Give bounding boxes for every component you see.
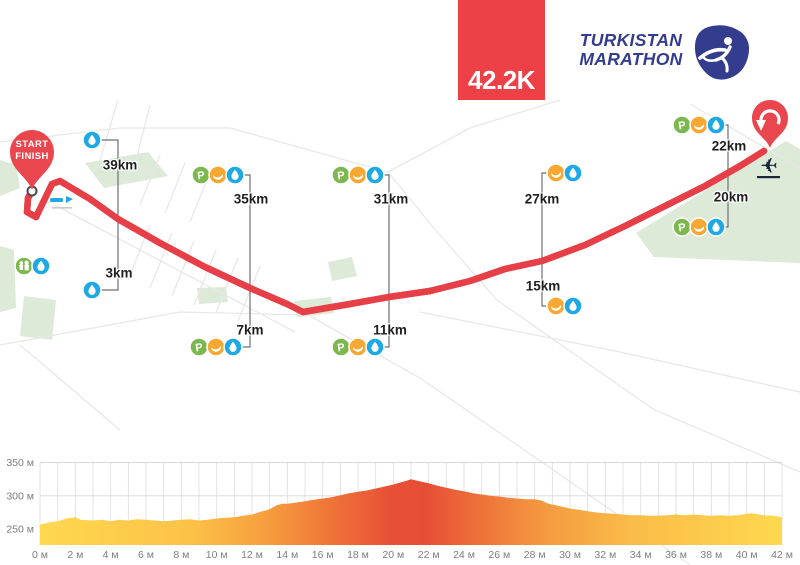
- x-axis-tick: 28 м: [524, 549, 546, 561]
- station-label-11km: 11km: [373, 322, 407, 338]
- parking-icon: [672, 115, 692, 135]
- water-icon: [706, 217, 726, 237]
- water-icon: [706, 115, 726, 135]
- y-axis-tick: 350 м: [6, 457, 34, 469]
- people-icon: [14, 256, 34, 276]
- station-label-3km: 3km: [105, 265, 133, 281]
- water-icon: [82, 130, 102, 150]
- start-finish-label: START FINISH: [15, 139, 49, 163]
- water-icon: [82, 280, 102, 300]
- banana-icon: [348, 165, 368, 185]
- x-axis-tick: 4 м: [103, 549, 119, 561]
- water-icon: [225, 165, 245, 185]
- banana-icon: [348, 337, 368, 357]
- finish-label: FINISH: [15, 151, 49, 162]
- x-axis-tick: 40 м: [736, 549, 758, 561]
- banana-icon: [208, 165, 228, 185]
- parking-icon: [331, 165, 351, 185]
- x-axis-tick: 42 м: [771, 549, 793, 561]
- x-axis-tick: 30 м: [559, 549, 581, 561]
- x-axis-tick: 8 м: [173, 549, 189, 561]
- parking-icon: [189, 337, 209, 357]
- banana-icon: [546, 163, 566, 183]
- y-axis-tick: 300 м: [6, 490, 34, 502]
- x-axis-tick: 12 м: [241, 549, 263, 561]
- x-axis-tick: 32 м: [594, 549, 616, 561]
- banana-icon: [546, 296, 566, 316]
- x-axis-tick: 10 м: [206, 549, 228, 561]
- start-label: START: [15, 139, 49, 151]
- x-axis-tick: 18 м: [347, 549, 369, 561]
- water-icon: [223, 337, 243, 357]
- station-label-31km: 31km: [373, 191, 409, 207]
- parking-icon: [672, 217, 692, 237]
- event-logo-mark: [694, 25, 750, 80]
- x-axis-tick: 36 м: [665, 549, 687, 561]
- x-axis-tick: 6 м: [138, 549, 154, 561]
- distance-badge-text: 42.2K: [468, 65, 535, 95]
- x-axis-tick: 16 м: [312, 549, 334, 561]
- water-icon: [365, 165, 385, 185]
- banana-icon: [206, 337, 226, 357]
- water-icon: [563, 163, 583, 183]
- water-icon: [365, 337, 385, 357]
- u-turn-arrow-icon: [756, 109, 781, 131]
- x-axis-tick: 0 м: [32, 549, 48, 561]
- station-label-22km: 22km: [711, 138, 747, 154]
- distance-badge: 42.2K: [458, 0, 545, 100]
- x-axis-tick: 14 м: [276, 549, 298, 561]
- x-axis-tick: 24 м: [453, 549, 475, 561]
- station-label-35km: 35km: [233, 191, 269, 207]
- logo-line2: MARATHON: [579, 48, 683, 69]
- turnaround-marker: [752, 100, 788, 148]
- elevation-profile-area: [40, 479, 783, 545]
- station-label-27km: 27km: [524, 191, 560, 207]
- x-axis-tick: 2 м: [67, 549, 83, 561]
- x-axis-tick: 38 м: [700, 549, 722, 561]
- y-axis-tick: 250 м: [6, 524, 34, 536]
- event-logo-text: TURKISTAN MARATHON: [556, 31, 706, 69]
- svg-text:✈: ✈: [760, 155, 778, 178]
- city-landmark: [50, 196, 73, 209]
- water-icon: [31, 256, 51, 276]
- start-finish-marker: [10, 130, 54, 190]
- x-axis-tick: 26 м: [488, 549, 510, 561]
- logo-line1: TURKISTAN: [579, 30, 683, 50]
- banana-icon: [689, 115, 709, 135]
- x-axis-tick: 20 м: [382, 549, 404, 561]
- station-label-39km: 39km: [102, 157, 138, 173]
- airplane-icon: ✈: [757, 155, 780, 179]
- station-label-15km: 15km: [525, 278, 561, 294]
- race-route: [23, 147, 768, 316]
- x-axis-tick: 22 м: [418, 549, 440, 561]
- elevation-chart: 0 м 2 м 4 м 6 м 8 м 10 м 12 м 14 м 16 м 18 м 20 м 2…: [6, 457, 793, 561]
- banana-icon: [689, 217, 709, 237]
- parking-icon: [331, 337, 351, 357]
- water-icon: [563, 296, 583, 316]
- x-axis-tick: 34 м: [630, 549, 652, 561]
- station-label-7km: 7km: [236, 322, 264, 338]
- runner-icon: [698, 37, 732, 73]
- parking-icon: [191, 165, 211, 185]
- road-network: [0, 99, 800, 565]
- station-label-20km: 20km: [713, 189, 749, 205]
